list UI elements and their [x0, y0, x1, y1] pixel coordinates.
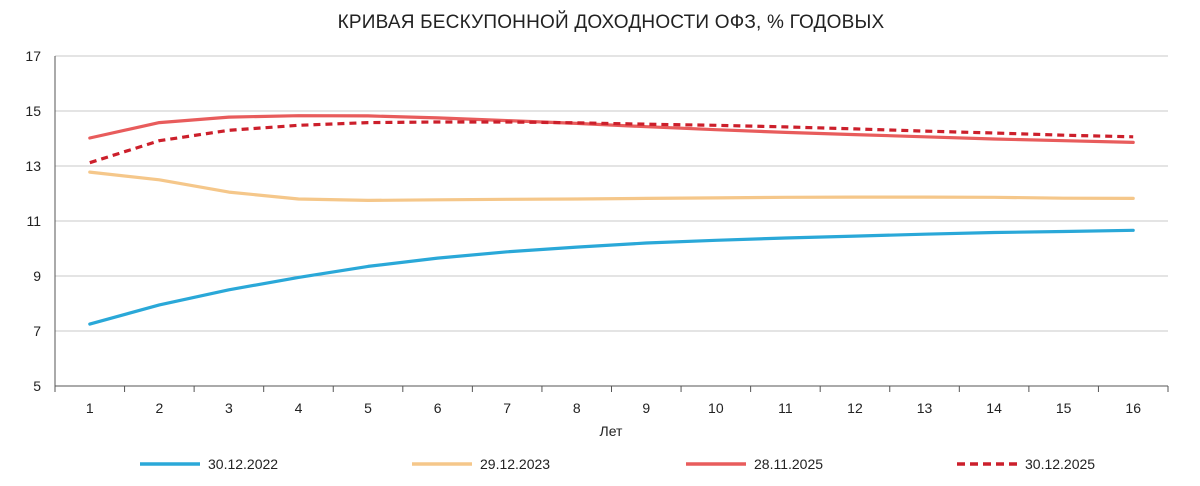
x-tick-label: 11: [778, 400, 793, 416]
legend-label: 28.11.2025: [754, 456, 823, 472]
x-tick-label: 9: [642, 400, 650, 416]
x-tick-label: 6: [434, 400, 442, 416]
y-tick-label: 13: [25, 158, 41, 174]
x-tick-label: 5: [364, 400, 372, 416]
legend-label: 30.12.2022: [208, 456, 278, 472]
x-tick-label: 15: [1056, 400, 1072, 416]
y-tick-label: 11: [26, 213, 41, 229]
y-tick-label: 15: [25, 103, 41, 119]
y-tick-label: 17: [25, 48, 41, 64]
x-tick-label: 7: [503, 400, 511, 416]
x-tick-label: 1: [86, 400, 94, 416]
x-axis-label: Лет: [600, 423, 624, 439]
y-tick-label: 7: [33, 323, 41, 339]
series-lines: [88, 114, 1135, 326]
legend: 30.12.2022 29.12.2023 28.11.2025 30.12.2025: [140, 456, 1095, 472]
x-tick-label: 13: [917, 400, 933, 416]
series-line-30.12.2025: [89, 120, 1134, 165]
x-tick-label: 16: [1125, 400, 1141, 416]
x-tick-label: 12: [847, 400, 863, 416]
x-tick-label: 3: [225, 400, 233, 416]
legend-label: 29.12.2023: [480, 456, 550, 472]
x-tick-label: 10: [708, 400, 724, 416]
grid-lines: [55, 55, 1168, 332]
series-line-30.12.2022: [88, 228, 1135, 326]
x-tick-label: 2: [155, 400, 163, 416]
y-tick-label: 5: [33, 378, 41, 394]
x-tick-label: 4: [295, 400, 303, 416]
x-tick-label: 8: [573, 400, 581, 416]
legend-label: 30.12.2025: [1025, 456, 1095, 472]
y-tick-label: 9: [33, 268, 41, 284]
series-line-28.11.2025: [88, 114, 1135, 144]
x-tick-label: 14: [986, 400, 1002, 416]
series-line-29.12.2023: [88, 170, 1135, 202]
chart-title: КРИВАЯ БЕСКУПОННОЙ ДОХОДНОСТИ ОФЗ, % ГОД…: [338, 11, 885, 33]
